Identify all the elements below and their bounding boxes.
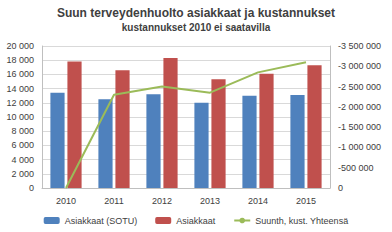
svg-text:-500 000: -500 000 (338, 163, 374, 173)
svg-text:14 000: 14 000 (6, 84, 34, 94)
svg-text:2013: 2013 (200, 196, 220, 206)
svg-text:2 000: 2 000 (11, 169, 34, 179)
svg-text:kustannukset 2010 ei saatavill: kustannukset 2010 ei saatavilla (122, 22, 271, 33)
svg-text:-2 000 000: -2 000 000 (338, 102, 381, 112)
svg-text:Asiakkaat (SOTU): Asiakkaat (SOTU) (65, 216, 138, 226)
svg-text:10 000: 10 000 (6, 112, 34, 122)
svg-text:2011: 2011 (104, 196, 123, 206)
svg-text:-3 500 000: -3 500 000 (338, 41, 381, 51)
svg-text:0: 0 (29, 183, 34, 193)
svg-text:Suunth, kust. Yhteensä: Suunth, kust. Yhteensä (255, 216, 348, 226)
svg-text:2014: 2014 (248, 196, 268, 206)
svg-text:8 000: 8 000 (11, 126, 34, 136)
svg-text:16 000: 16 000 (6, 69, 34, 79)
svg-text:18 000: 18 000 (6, 55, 34, 65)
svg-text:20 000: 20 000 (6, 41, 34, 51)
svg-text:-1 500 000: -1 500 000 (338, 122, 381, 132)
svg-text:0: 0 (338, 183, 343, 193)
svg-text:2015: 2015 (296, 196, 316, 206)
svg-text:2010: 2010 (56, 196, 76, 206)
svg-text:Suun terveydenhuolto asiakkaat: Suun terveydenhuolto asiakkaat ja kustan… (57, 6, 335, 20)
svg-text:-1 000 000: -1 000 000 (338, 142, 381, 152)
svg-text:4 000: 4 000 (11, 155, 34, 165)
svg-text:12 000: 12 000 (6, 98, 34, 108)
svg-text:-3 000 000: -3 000 000 (338, 61, 381, 71)
svg-text:Asiakkaat: Asiakkaat (176, 216, 216, 226)
svg-text:6 000: 6 000 (11, 140, 34, 150)
svg-text:2012: 2012 (152, 196, 172, 206)
svg-text:-2 500 000: -2 500 000 (338, 82, 381, 92)
